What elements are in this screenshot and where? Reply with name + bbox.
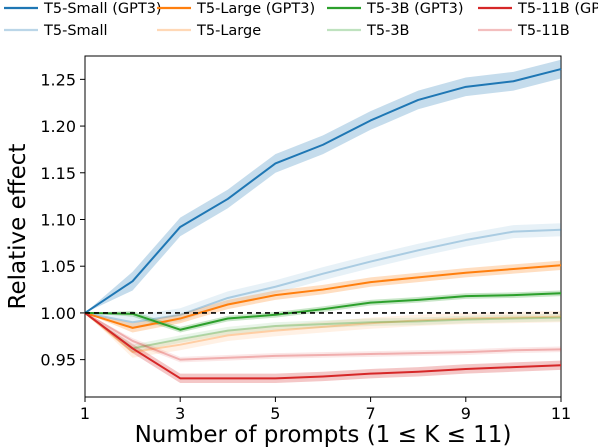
series-line-5 (84, 312, 562, 350)
y-axis: 0.95 1.00 1.05 1.10 1.15 1.20 1.25 (40, 70, 85, 370)
y-tick-label: 1.25 (40, 70, 76, 89)
series-line-1 (84, 228, 562, 324)
y-tick-label: 1.00 (40, 304, 76, 323)
y-axis-label: Relative effect (5, 144, 31, 310)
series-lines (84, 68, 562, 380)
legend-label-0: T5-Small (GPT3) (43, 1, 162, 17)
y-tick-label: 1.10 (40, 210, 76, 229)
series-line-4 (84, 292, 562, 331)
series-line-0 (84, 68, 562, 314)
series-line-6 (84, 312, 562, 380)
x-axis-label: Number of prompts (1 ≤ K ≤ 11) (135, 422, 512, 447)
legend-label-1: T5-Small (43, 23, 108, 39)
series-line-3 (84, 312, 562, 354)
band-3 (85, 311, 561, 358)
band-1 (85, 223, 561, 329)
legend-label-5: T5-3B (366, 23, 410, 39)
legend-label-6: T5-11B (GPT3) (517, 1, 598, 17)
x-tick-label: 1 (80, 404, 90, 423)
legend: T5-Small (GPT3) T5-Small T5-Large (GPT3) T5… (4, 1, 598, 39)
x-tick-label: 11 (551, 404, 571, 423)
band-5 (85, 312, 561, 353)
band-4 (85, 290, 561, 333)
x-tick-label: 3 (175, 404, 185, 423)
x-axis: 1 3 5 7 9 11 (80, 397, 571, 423)
legend-label-3: T5-Large (196, 23, 261, 39)
confidence-bands (85, 59, 561, 383)
x-tick-label: 5 (270, 404, 280, 423)
y-tick-label: 1.05 (40, 257, 76, 276)
plot-frame (84, 55, 562, 398)
band-2 (85, 260, 561, 333)
series-line-7 (84, 312, 562, 361)
band-7 (85, 312, 561, 363)
plot-area (84, 55, 562, 398)
legend-label-7: T5-11B (517, 23, 570, 39)
y-tick-label: 0.95 (40, 351, 76, 370)
series-line-2 (84, 264, 562, 329)
x-tick-label: 9 (461, 404, 471, 423)
legend-label-2: T5-Large (GPT3) (196, 1, 315, 17)
x-tick-label: 7 (366, 404, 376, 423)
y-tick-label: 1.20 (40, 117, 76, 136)
y-tick-label: 1.15 (40, 164, 76, 183)
legend-label-4: T5-3B (GPT3) (366, 1, 463, 17)
band-0 (85, 59, 561, 313)
